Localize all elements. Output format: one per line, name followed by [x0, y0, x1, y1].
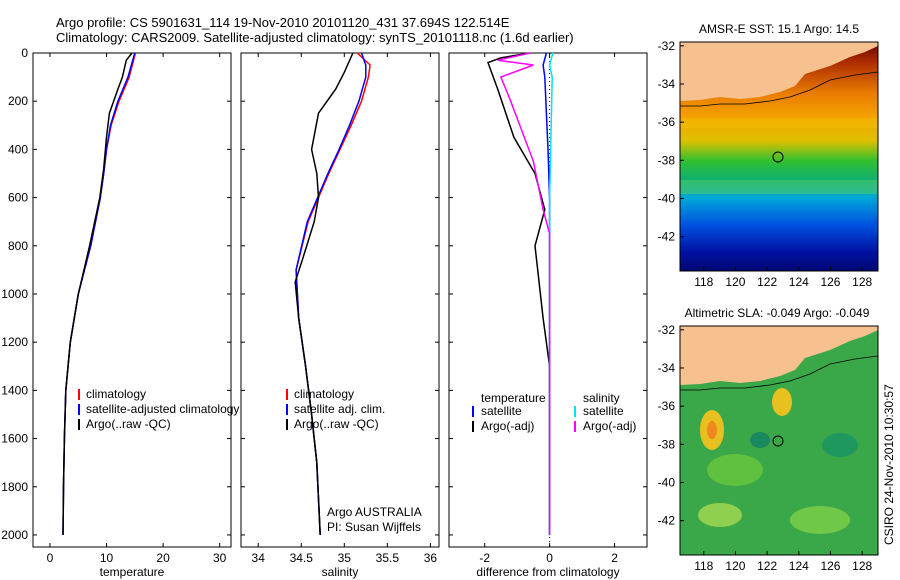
x-tick-label: 0: [546, 551, 553, 565]
x-tick-label: 20: [156, 551, 170, 565]
profile-panels: 0 10 20 30temperature0200400600800100012001…: [1, 46, 648, 579]
header-line2: Climatology: CARS2009. Satellite-adjuste…: [56, 30, 574, 45]
legend-header: salinity: [583, 391, 620, 405]
sst-land: [680, 42, 878, 101]
y-tick-label: 600: [8, 191, 28, 205]
x-tick-label: 35.5: [376, 551, 400, 565]
map-y-tick-label: -40: [658, 475, 676, 489]
map-y-tick-label: -34: [658, 361, 676, 375]
sla-anomaly: [772, 388, 792, 416]
x-axis-label: salinity: [322, 565, 359, 579]
x-tick-label: 10: [100, 551, 114, 565]
y-tick-label: 1400: [1, 383, 28, 397]
map-x-tick-label: 118: [694, 275, 713, 289]
y-tick-label: 1200: [1, 335, 28, 349]
map-y-tick-label: -36: [658, 399, 676, 413]
plot-frame: [448, 52, 648, 548]
sst-frame: [679, 41, 879, 272]
map-y-tick-label: -38: [658, 153, 676, 167]
legend-label: satellite: [481, 404, 522, 418]
side-label: CSIRO 24-Nov-2010 10:30:57: [882, 384, 896, 545]
legend-label: Argo(-adj): [481, 419, 534, 433]
header-line1: Argo profile: CS 5901631_114 19-Nov-2010…: [56, 15, 510, 30]
map-y-tick-label: -38: [658, 437, 676, 451]
map-x-tick-label: 122: [757, 559, 777, 573]
legend-label: Argo(-adj): [583, 419, 636, 433]
sla-anomaly: [698, 503, 742, 527]
y-tick-label: 1000: [1, 287, 28, 301]
sla-frame: [679, 325, 879, 556]
plot-frame: [32, 52, 232, 548]
map-y-tick-label: -40: [658, 191, 676, 205]
legend-label: Argo(..raw -QC): [294, 417, 379, 431]
legend-label: satellite: [583, 404, 624, 418]
legend-label: satellite adj. clim.: [294, 402, 385, 416]
sla-anomaly: [750, 432, 770, 448]
sst-shelf-contour: [680, 71, 878, 107]
sst-band: [680, 118, 878, 128]
x-tick-label: 2: [611, 551, 618, 565]
legend-label: climatology: [294, 387, 354, 401]
sla-land: [680, 326, 878, 385]
y-tick-label: 800: [8, 239, 28, 253]
map-x-tick-label: 120: [725, 559, 745, 573]
sst-map: AMSR-E SST: 15.1 Argo: 14.5 118 120 122 124…: [658, 22, 879, 289]
sla-anomaly: [790, 506, 850, 534]
sst-map-title: AMSR-E SST: 15.1 Argo: 14.5: [699, 22, 859, 36]
series-line-salinity-argo-adj-: [497, 52, 551, 535]
panel-1: 0 10 20 30 temperature 0 200 400 600 800 1000 1200 1…: [1, 46, 239, 579]
x-tick-label: 0: [47, 551, 54, 565]
sla-anomaly: [707, 421, 717, 439]
argo-marker: [772, 151, 784, 163]
legend-label: Argo(..raw -QC): [86, 417, 171, 431]
map-x-tick-label: 124: [789, 275, 809, 289]
map-x-tick-label: 126: [820, 559, 840, 573]
argo-marker: [772, 435, 784, 447]
legend-label: satellite-adjusted climatology: [86, 402, 239, 416]
x-tick-label: 36: [424, 551, 438, 565]
x-tick-label: 34: [252, 551, 266, 565]
map-y-tick-label: -42: [658, 230, 676, 244]
sla-anomaly: [707, 454, 763, 486]
x-axis-label: difference from climatology: [476, 565, 619, 579]
map-y-tick-label: -32: [658, 39, 676, 53]
map-y-tick-label: -42: [658, 514, 676, 528]
map-x-tick-label: 122: [757, 275, 777, 289]
y-tick-label: 0: [21, 46, 28, 60]
y-tick-label: 200: [8, 94, 28, 108]
annotation-text: PI: Susan Wijffels: [327, 520, 421, 534]
sla-map: Altimetric SLA: -0.049 Argo: -0.049 118 1…: [658, 306, 879, 573]
sla-shelf-contour: [680, 355, 878, 391]
y-tick-label: 400: [8, 142, 28, 156]
series-line-argo-raw-qc-: [62, 52, 133, 536]
sst-band: [680, 180, 878, 194]
plot-frame: [240, 52, 440, 548]
legend-header: temperature: [481, 391, 546, 405]
map-x-tick-label: 128: [852, 559, 872, 573]
map-x-tick-label: 128: [852, 275, 872, 289]
annotation-text: Argo AUSTRALIA: [327, 505, 422, 519]
map-x-tick-label: 118: [694, 559, 713, 573]
x-tick-label: 30: [213, 551, 227, 565]
y-tick-label: 1800: [1, 480, 28, 494]
map-y-tick-label: -34: [658, 77, 676, 91]
x-tick-label: 34.5: [290, 551, 314, 565]
x-axis-label: temperature: [100, 565, 165, 579]
series-line-argo-raw-qc-: [294, 52, 354, 536]
sla-map-title: Altimetric SLA: -0.049 Argo: -0.049: [685, 306, 870, 320]
map-y-tick-label: -36: [658, 115, 676, 129]
sla-anomaly: [822, 433, 858, 457]
y-tick-label: 2000: [1, 528, 28, 542]
y-tick-label: 1600: [1, 432, 28, 446]
legend-label: climatology: [86, 387, 146, 401]
map-x-tick-label: 124: [789, 559, 809, 573]
map-x-tick-label: 126: [820, 275, 840, 289]
panel-2: 34 34.5 35 35.5 36 salinity climatologysatelli…: [240, 52, 440, 579]
x-tick-label: -2: [479, 551, 490, 565]
x-tick-label: 35: [338, 551, 352, 565]
map-x-tick-label: 120: [725, 275, 745, 289]
map-y-tick-label: -32: [658, 323, 676, 337]
